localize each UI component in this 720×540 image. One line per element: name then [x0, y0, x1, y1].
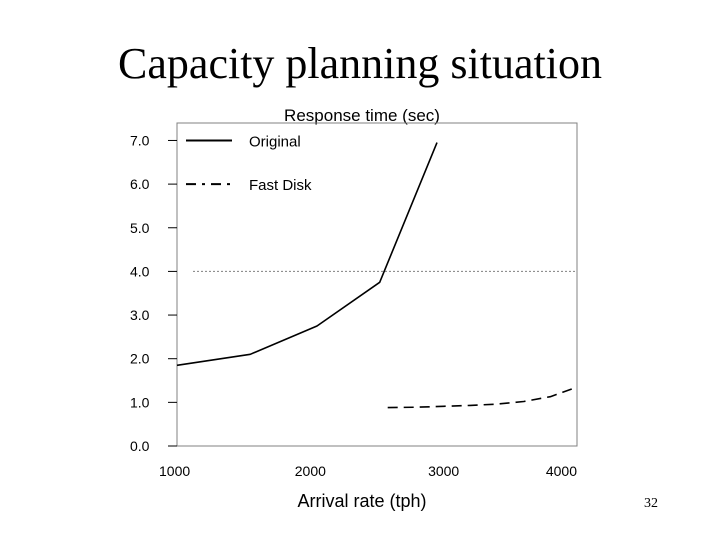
y-tick-label-1: 1.0 [130, 394, 150, 410]
page-number: 32 [644, 496, 658, 511]
x-axis-label: Arrival rate (tph) [297, 491, 426, 511]
x-tick-label-0: 1000 [159, 463, 190, 479]
y-tick-label-2: 2.0 [130, 351, 150, 367]
legend-label-original: Original [249, 133, 301, 150]
x-tick-label-3: 4000 [546, 463, 577, 479]
x-tick-label-2: 3000 [428, 463, 459, 479]
y-tick-label-6: 6.0 [130, 176, 150, 192]
y-tick-label-4: 4.0 [130, 263, 150, 279]
y-tick-label-7: 7.0 [130, 132, 150, 148]
series-line-fast-disk [387, 386, 578, 409]
chart-title: Response time (sec) [284, 106, 440, 125]
y-tick-label-3: 3.0 [130, 307, 150, 323]
y-tick-label-5: 5.0 [130, 220, 150, 236]
x-tick-label-1: 2000 [295, 463, 326, 479]
slide-title: Capacity planning situation [118, 39, 602, 88]
plot-frame [176, 122, 578, 447]
y-tick-label-0: 0.0 [130, 438, 150, 454]
series-line-original [176, 142, 438, 367]
legend-label-fast-disk: Fast Disk [249, 177, 312, 194]
